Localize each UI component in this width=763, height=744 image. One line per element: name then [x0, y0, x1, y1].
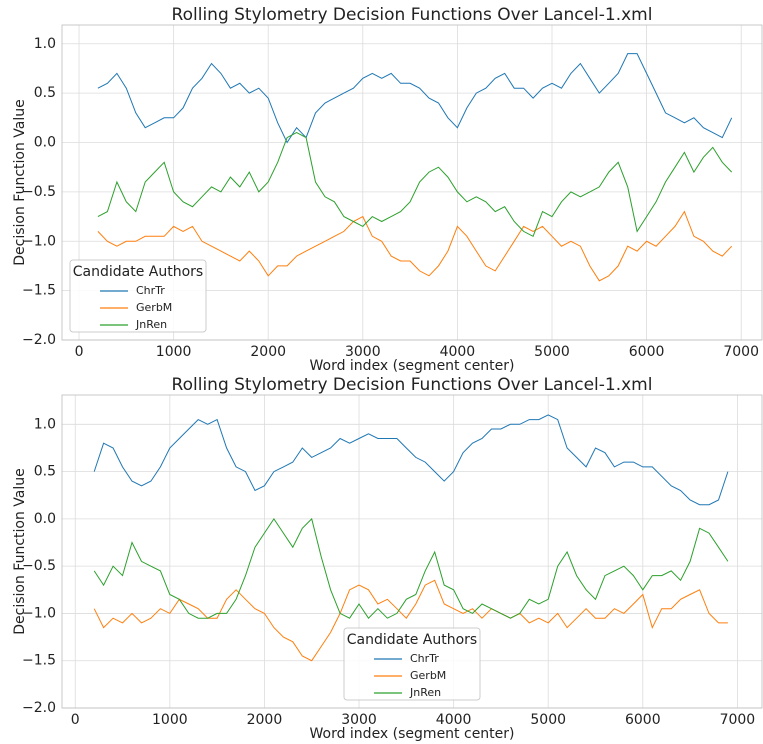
y-tick-label: −1.5 — [22, 283, 56, 299]
chart-panel: −2.0 −1.5 −1.0 −0.5 0.0 0.5 1.0 0 1000 2000 3000 40… — [12, 5, 763, 374]
chart-title: Rolling Stylometry Decision Functions Ov… — [172, 5, 653, 25]
x-tick-label: 6000 — [629, 344, 665, 360]
y-tick-label: 0.5 — [34, 464, 56, 480]
legend-box — [343, 627, 481, 701]
plot-frame — [61, 394, 763, 709]
x-axis-label: Word index (segment center) — [309, 726, 514, 742]
x-tick-label: 2000 — [250, 344, 286, 360]
x-tick-label: 7000 — [723, 344, 759, 360]
x-tick-label: 5000 — [530, 712, 566, 728]
x-tick-label: 0 — [75, 344, 84, 360]
legend: Candidate Authors ChrTr GerbM JnRen — [343, 627, 481, 701]
legend-title: Candidate Authors — [347, 632, 477, 648]
x-tick-label: 7000 — [720, 712, 756, 728]
legend-label: ChrTr — [136, 284, 165, 297]
x-tick-label: 3000 — [345, 344, 381, 360]
legend-label: JnRen — [409, 686, 441, 699]
series-line — [97, 210, 733, 282]
y-tick-label: 0.0 — [34, 135, 56, 151]
y-tick-label: 1.0 — [34, 416, 56, 432]
plot-frame — [61, 24, 763, 341]
x-tick-label: 3000 — [341, 712, 377, 728]
series-line — [97, 132, 733, 238]
y-tick-label: −1.0 — [22, 233, 56, 249]
y-tick-label: −2.0 — [22, 332, 56, 348]
y-axis-label: Decision Function Value — [12, 468, 28, 635]
series-line — [93, 579, 728, 662]
x-tick-label: 2000 — [247, 712, 283, 728]
x-tick-label: 6000 — [625, 712, 661, 728]
y-tick-label: 1.0 — [34, 36, 56, 52]
x-tick-label: 5000 — [534, 344, 570, 360]
x-tick-label: 1000 — [152, 712, 188, 728]
legend: Candidate Authors ChrTr GerbM JnRen — [69, 259, 207, 333]
y-tick-label: 0.5 — [34, 85, 56, 101]
y-axis-label: Decision Function Value — [12, 99, 28, 266]
y-tick-label: −1.5 — [22, 653, 56, 669]
y-tick-label: 0.0 — [34, 511, 56, 527]
legend-label: JnRen — [135, 318, 167, 331]
x-tick-label: 1000 — [156, 344, 192, 360]
x-tick-label: 4000 — [436, 712, 472, 728]
chart-title: Rolling Stylometry Decision Functions Ov… — [172, 375, 653, 395]
legend-label: GerbM — [136, 301, 172, 314]
y-tick-label: −1.0 — [22, 605, 56, 621]
legend-title: Candidate Authors — [73, 264, 203, 280]
legend-label: GerbM — [410, 669, 446, 682]
series-line — [97, 53, 733, 144]
legend-label: ChrTr — [410, 652, 439, 665]
y-tick-label: −2.0 — [22, 700, 56, 716]
y-tick-label: −0.5 — [22, 558, 56, 574]
x-tick-label: 0 — [71, 712, 80, 728]
chart-panel: −2.0 −1.5 −1.0 −0.5 0.0 0.5 1.0 0 1000 2000 3000 40… — [12, 375, 763, 742]
series-line — [93, 414, 729, 506]
legend-box — [69, 259, 207, 333]
series-line — [93, 517, 729, 619]
x-axis-label: Word index (segment center) — [309, 358, 514, 374]
x-tick-label: 4000 — [440, 344, 476, 360]
y-tick-label: −0.5 — [22, 184, 56, 200]
